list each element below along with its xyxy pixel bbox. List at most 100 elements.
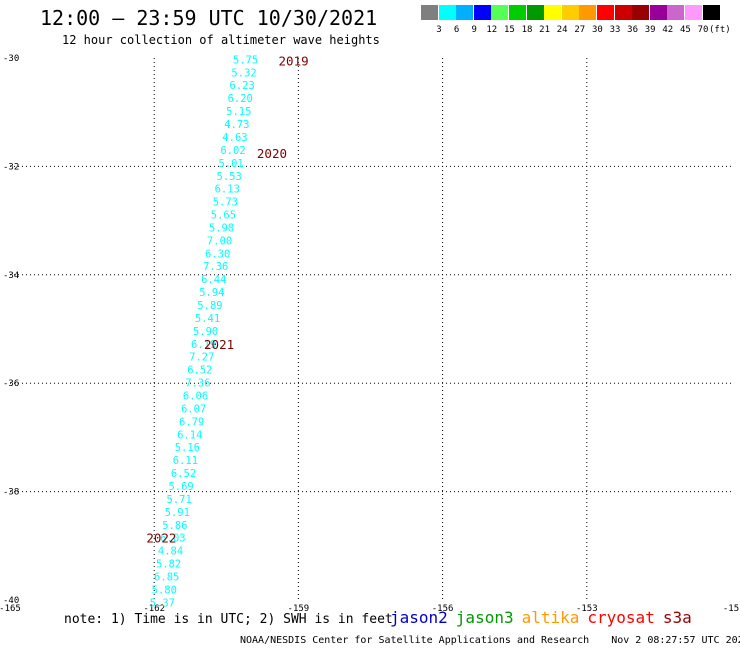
data-point-label: 5.86 xyxy=(162,520,187,532)
data-points: 5.755.326.236.205.154.734.636.025.015.53… xyxy=(150,55,258,610)
data-point-label: 5.41 xyxy=(195,313,220,325)
page-title: 12:00 – 23:59 UTC 10/30/2021 xyxy=(40,6,378,30)
data-point-label: 6.13 xyxy=(215,184,240,196)
year-annotations: 2019 2020 2021 2022 xyxy=(146,54,308,546)
generated-timestamp: Nov 2 08:27:57 UTC 2021 xyxy=(611,635,740,646)
satellite-cryosat: cryosat xyxy=(587,608,655,627)
y-tick-label: -36 xyxy=(3,379,19,389)
credit-text: NOAA/NESDIS Center for Satellite Applica… xyxy=(240,635,590,646)
data-point-label: 4.63 xyxy=(222,132,247,144)
legend-label: 9 xyxy=(471,25,477,35)
legend-swatch xyxy=(456,5,474,20)
satellite-altika: altika xyxy=(521,608,580,627)
y-tick-label: -30 xyxy=(3,54,19,64)
satellite-s3a: s3a xyxy=(662,608,692,627)
legend-swatch xyxy=(526,5,544,20)
page-subtitle: 12 hour collection of altimeter wave hei… xyxy=(62,33,380,47)
data-point-label: 5.98 xyxy=(209,223,234,235)
year-annotation: 2020 xyxy=(257,146,287,161)
legend-label: 3 xyxy=(436,25,442,35)
footnote: note: 1) Time is in UTC; 2) SWH is in fe… xyxy=(64,612,393,627)
data-point-label: 5.01 xyxy=(218,158,243,170)
credit-line: NOAA/NESDIS Center for Satellite Applica… xyxy=(240,635,740,646)
legend-label: 70 xyxy=(697,25,709,35)
data-point-label: 5.90 xyxy=(193,326,218,338)
legend-label: 30 xyxy=(591,25,603,35)
legend-label: 12 xyxy=(486,25,498,35)
data-point-label: 6.06 xyxy=(183,391,208,403)
x-tick-label: -15 xyxy=(723,604,739,614)
legend-label: 36 xyxy=(627,25,639,35)
data-point-label: 5.37 xyxy=(150,598,175,610)
data-point-label: 7.36 xyxy=(185,378,210,390)
legend-swatch xyxy=(491,5,509,20)
satellite-jason3: jason3 xyxy=(455,608,514,627)
legend-swatch xyxy=(702,5,720,20)
data-point-label: 4.84 xyxy=(158,546,183,558)
data-point-label: 6.20 xyxy=(228,93,253,105)
legend-swatch xyxy=(579,5,597,20)
data-point-label: 5.94 xyxy=(199,287,224,299)
data-point-label: 6.52 xyxy=(187,365,212,377)
data-point-label: 7.27 xyxy=(189,352,214,364)
data-point-label: 6.19 xyxy=(191,339,216,351)
legend-swatch xyxy=(667,5,685,20)
legend-swatch xyxy=(509,5,526,20)
x-tick-label: -165 xyxy=(0,604,21,614)
grid-lines xyxy=(10,58,731,600)
legend-swatch xyxy=(614,5,632,20)
legend-swatch xyxy=(685,5,702,20)
y-tick-label: -34 xyxy=(3,271,19,281)
year-annotation: 2022 xyxy=(146,531,176,546)
y-tick-label: -32 xyxy=(3,162,19,172)
y-tick-label: -40 xyxy=(3,596,19,606)
legend-label: 45 xyxy=(679,25,691,35)
data-point-label: 6.14 xyxy=(177,430,202,442)
x-tick-label: -156 xyxy=(432,604,454,614)
legend-swatch xyxy=(632,5,650,20)
year-annotation: 2019 xyxy=(279,54,309,69)
data-point-label: 6.02 xyxy=(220,145,245,157)
legend-swatch xyxy=(421,5,438,20)
y-tick-label: -38 xyxy=(3,488,19,498)
data-point-label: 5.15 xyxy=(226,106,251,118)
data-point-label: 5.91 xyxy=(165,507,190,519)
x-tick-label: -162 xyxy=(143,604,165,614)
x-tick-label: -153 xyxy=(576,604,598,614)
legend-label: 24 xyxy=(556,25,568,35)
data-point-label: 5.80 xyxy=(152,585,177,597)
legend-swatch xyxy=(473,5,491,20)
legend-unit: (ft) xyxy=(709,25,731,35)
legend-label: 42 xyxy=(662,25,674,35)
satellite-jason2: jason2 xyxy=(390,608,448,627)
legend-swatch xyxy=(597,5,614,20)
data-point-label: 6.11 xyxy=(173,455,198,467)
year-annotation: 2021 xyxy=(204,337,234,352)
data-point-label: 7.00 xyxy=(207,236,232,248)
legend-swatch xyxy=(544,5,562,20)
legend-label: 18 xyxy=(521,25,533,35)
data-point-label: 6.30 xyxy=(205,249,230,261)
data-point-label: 6.52 xyxy=(171,468,196,480)
legend-label: 6 xyxy=(453,25,460,35)
data-point-label: 6.03 xyxy=(160,533,185,545)
satellite-legend: jason2 jason3 altika cryosat s3a xyxy=(390,608,700,627)
legend-label: 15 xyxy=(503,25,515,35)
legend-swatch xyxy=(561,5,579,20)
data-point-label: 5.73 xyxy=(213,197,238,209)
x-tick-label: -159 xyxy=(288,604,310,614)
data-point-label: 4.73 xyxy=(224,119,249,131)
legend-label: 27 xyxy=(574,25,586,35)
legend-swatch xyxy=(438,5,456,20)
data-point-label: 5.71 xyxy=(167,494,192,506)
data-point-label: 5.32 xyxy=(231,68,256,80)
data-point-label: 5.65 xyxy=(211,210,236,222)
legend-label: 39 xyxy=(644,25,656,35)
legend-label: 33 xyxy=(609,25,621,35)
data-point-label: 6.07 xyxy=(181,404,206,416)
data-point-label: 5.16 xyxy=(175,442,200,454)
legend-label: 21 xyxy=(539,25,551,35)
data-point-label: 7.36 xyxy=(203,261,228,273)
